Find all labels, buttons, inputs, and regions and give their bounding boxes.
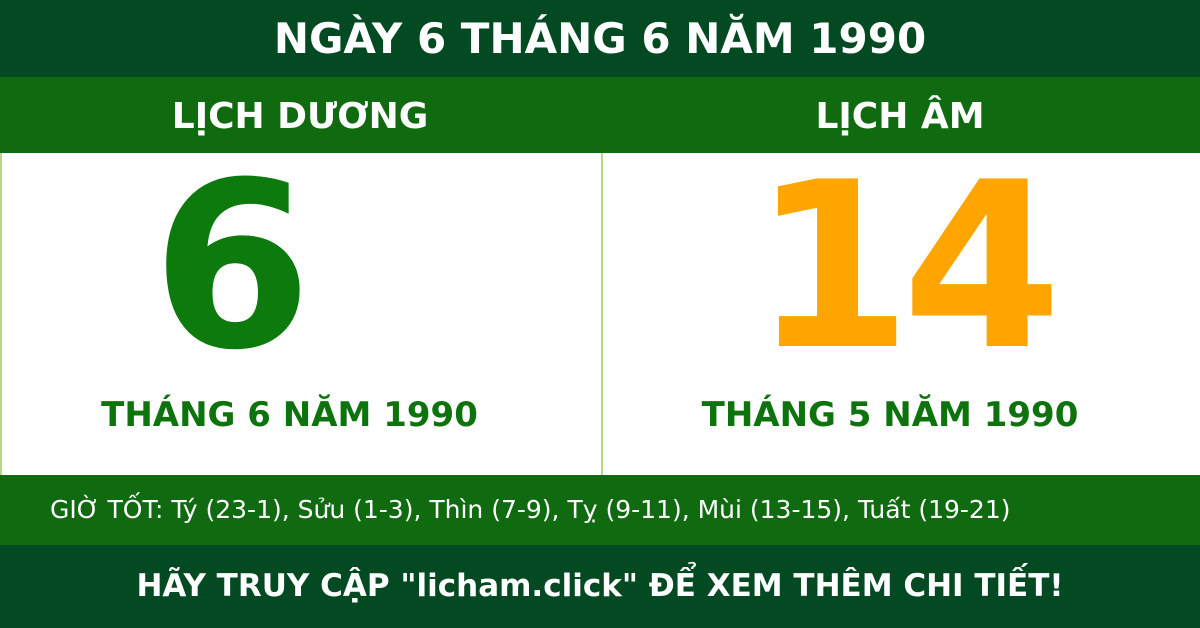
solar-day: 6: [151, 134, 313, 401]
footer-cta: HÃY TRUY CẬP "licham.click" ĐỂ XEM THÊM …: [0, 545, 1200, 628]
calendar-headings: LỊCH DƯƠNG LỊCH ÂM: [0, 77, 1200, 153]
column-divider: [601, 153, 603, 475]
lunar-month-year: THÁNG 5 NĂM 1990: [701, 395, 1079, 435]
lunar-day: 14: [751, 134, 1062, 401]
lunar-heading: LỊCH ÂM: [815, 96, 985, 137]
solar-heading: LỊCH DƯƠNG: [171, 96, 429, 137]
calendar-body: 6 THÁNG 6 NĂM 1990 14 THÁNG 5 NĂM 1990: [0, 143, 1200, 475]
solar-month-year: THÁNG 6 NĂM 1990: [101, 395, 478, 435]
good-hours: GIỜ TỐT: Tý (23-1), Sửu (1-3), Thìn (7-9…: [0, 475, 1200, 545]
page-title: NGÀY 6 THÁNG 6 NĂM 1990: [0, 0, 1200, 77]
